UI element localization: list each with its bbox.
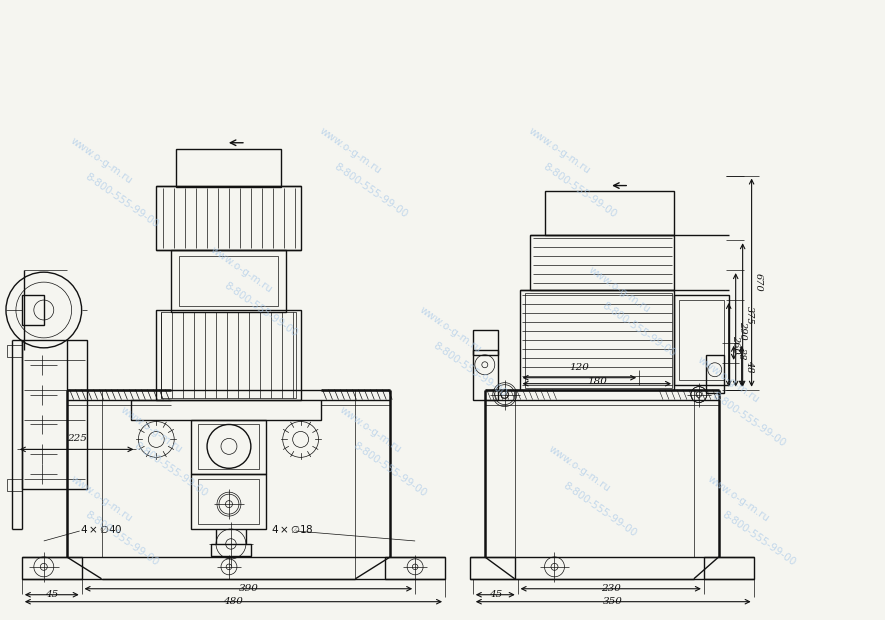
Text: 390: 390: [238, 583, 258, 593]
Bar: [191, 420, 266, 474]
Bar: [198, 425, 258, 469]
Bar: [161, 312, 296, 397]
Text: www.o-g-m.ru: www.o-g-m.ru: [417, 305, 483, 355]
Bar: [674, 295, 728, 384]
Text: 8-800-555-99-00: 8-800-555-99-00: [332, 161, 409, 219]
Text: www.o-g-m.ru: www.o-g-m.ru: [547, 444, 612, 494]
Text: 8-800-555-99-00: 8-800-555-99-00: [720, 510, 797, 568]
Bar: [544, 190, 674, 236]
Text: 8-800-555-99-00: 8-800-555-99-00: [351, 440, 429, 498]
Text: 290: 290: [738, 321, 747, 339]
Bar: [198, 479, 258, 524]
Text: 225: 225: [66, 435, 87, 443]
Bar: [706, 355, 724, 392]
Text: 45: 45: [45, 590, 58, 599]
Text: 230: 230: [601, 583, 620, 593]
Bar: [22, 340, 87, 489]
Text: www.o-g-m.ru: www.o-g-m.ru: [69, 136, 135, 186]
Text: 180: 180: [587, 377, 607, 386]
Bar: [176, 149, 281, 187]
Bar: [679, 300, 724, 379]
Bar: [171, 250, 286, 312]
Bar: [7, 345, 22, 356]
Text: 8-800-555-99-00: 8-800-555-99-00: [710, 391, 788, 449]
Text: 350: 350: [604, 596, 623, 606]
Text: www.o-g-m.ru: www.o-g-m.ru: [696, 355, 761, 405]
Text: 8-800-555-99-00: 8-800-555-99-00: [600, 301, 678, 359]
Bar: [7, 479, 22, 491]
Bar: [191, 474, 266, 529]
Text: $4\times\varnothing18$: $4\times\varnothing18$: [271, 523, 313, 535]
Bar: [157, 310, 301, 400]
Bar: [211, 544, 250, 556]
Text: 48: 48: [744, 360, 754, 373]
Text: $4\times\varnothing40$: $4\times\varnothing40$: [80, 523, 122, 535]
Text: www.o-g-m.ru: www.o-g-m.ru: [587, 265, 652, 315]
Text: 8-800-555-99-00: 8-800-555-99-00: [560, 480, 638, 538]
Text: 8-800-555-99-00: 8-800-555-99-00: [83, 510, 160, 568]
Text: www.o-g-m.ru: www.o-g-m.ru: [119, 404, 184, 454]
Text: 28: 28: [736, 347, 746, 359]
Text: 480: 480: [224, 596, 243, 606]
Bar: [529, 236, 674, 290]
Bar: [157, 185, 301, 250]
Text: 45: 45: [489, 590, 502, 599]
Bar: [519, 290, 674, 389]
Text: 8-800-555-99-00: 8-800-555-99-00: [222, 281, 299, 339]
Text: 8-800-555-99-00: 8-800-555-99-00: [541, 161, 618, 219]
Text: www.o-g-m.ru: www.o-g-m.ru: [318, 126, 383, 176]
Bar: [179, 256, 278, 306]
Text: 670: 670: [754, 273, 763, 292]
Text: 8-800-555-99-00: 8-800-555-99-00: [133, 440, 210, 498]
Bar: [131, 400, 320, 420]
Text: 260: 260: [731, 335, 740, 354]
Text: www.o-g-m.ru: www.o-g-m.ru: [69, 474, 135, 525]
Text: www.o-g-m.ru: www.o-g-m.ru: [208, 245, 273, 295]
Bar: [525, 293, 672, 388]
Text: 8-800-555-99-00: 8-800-555-99-00: [431, 340, 509, 399]
Bar: [385, 557, 445, 579]
Bar: [22, 295, 43, 325]
Text: 120: 120: [569, 363, 589, 372]
Bar: [704, 557, 754, 579]
Bar: [473, 350, 497, 400]
Text: www.o-g-m.ru: www.o-g-m.ru: [706, 474, 772, 525]
Bar: [470, 557, 515, 579]
Text: 8-800-555-99-00: 8-800-555-99-00: [83, 171, 160, 229]
Text: www.o-g-m.ru: www.o-g-m.ru: [527, 126, 592, 176]
Bar: [473, 330, 497, 355]
Text: www.o-g-m.ru: www.o-g-m.ru: [337, 404, 404, 454]
Text: 375: 375: [744, 306, 754, 324]
Bar: [22, 557, 81, 579]
